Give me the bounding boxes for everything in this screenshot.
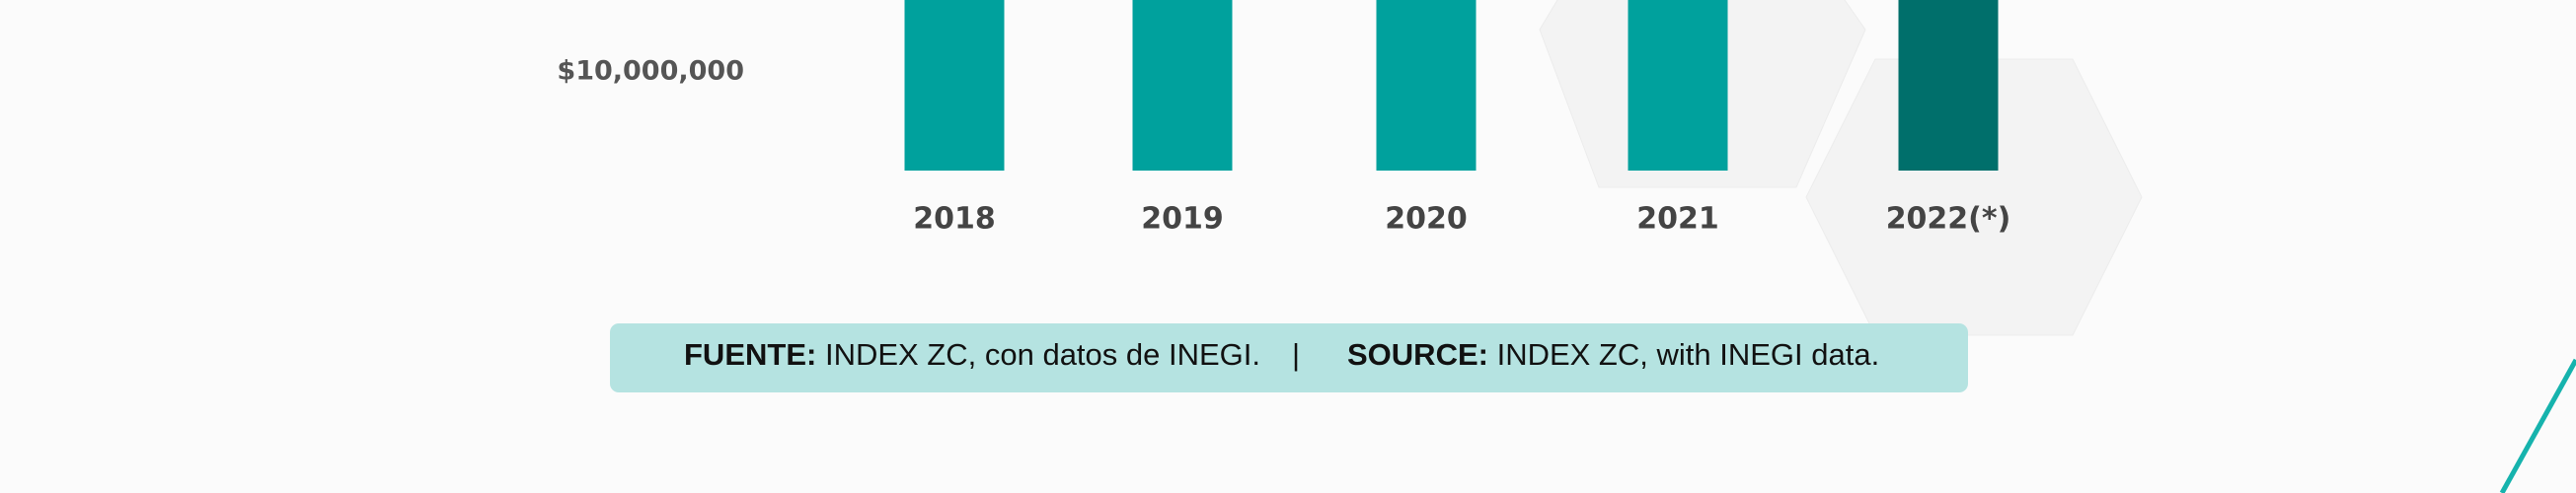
bar [1376, 0, 1477, 171]
source-separator: | [1292, 337, 1300, 372]
decorative-line [2499, 358, 2576, 493]
bar [1628, 0, 1728, 171]
x-tick-label: 2020 [1385, 202, 1468, 237]
bar [1898, 0, 1999, 171]
bar [1132, 0, 1233, 171]
source-es-label: FUENTE: [684, 337, 816, 372]
x-tick-label: 2021 [1636, 202, 1719, 237]
plot: $10,000,000 2018 2019 2020 2021 2022(*) [557, 0, 2010, 237]
x-tick-label: 2018 [913, 202, 996, 237]
x-tick-label: 2022(*) [1886, 202, 2011, 237]
source-box [610, 323, 1968, 392]
bar [904, 0, 1005, 171]
source-es: FUENTE: INDEX ZC, con datos de INEGI. [684, 337, 1260, 372]
source-en-text: INDEX ZC, with INEGI data. [1497, 337, 1880, 372]
source-en: SOURCE: INDEX ZC, with INEGI data. [1347, 337, 1879, 372]
y-tick-label: $10,000,000 [557, 56, 744, 87]
source-es-text: INDEX ZC, con datos de INEGI. [825, 337, 1260, 372]
source-en-label: SOURCE: [1347, 337, 1488, 372]
x-tick-label: 2019 [1141, 202, 1224, 237]
